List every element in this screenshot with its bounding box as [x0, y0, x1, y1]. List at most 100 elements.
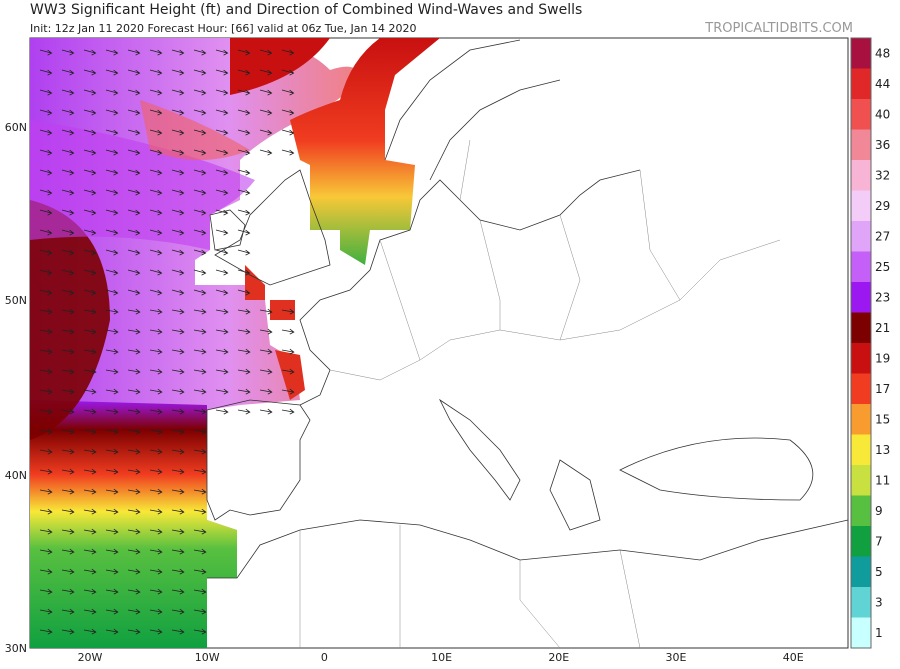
wave-arrow [215, 69, 229, 76]
wave-arrow [171, 628, 185, 635]
wave-arrow [149, 588, 163, 595]
colorbar-label: 40 [875, 107, 890, 121]
wave-arrow [149, 149, 163, 156]
wave-arrow [193, 488, 207, 495]
wave-arrow [39, 508, 53, 515]
wave-arrow [193, 189, 207, 196]
lon-label: 20W [78, 651, 103, 664]
wave-arrow [193, 608, 207, 615]
wave-arrow [105, 408, 119, 415]
wave-arrow [127, 229, 141, 236]
wave-field [245, 265, 305, 400]
wave-arrow [127, 528, 141, 535]
wave-arrow [127, 89, 141, 96]
wave-arrow [39, 109, 53, 116]
wave-arrow [215, 229, 229, 236]
wave-arrow [171, 69, 185, 76]
wave-arrow [127, 308, 141, 315]
wave-arrow [39, 189, 53, 196]
wave-arrow [281, 348, 295, 355]
wave-arrow [105, 308, 119, 315]
lon-label: 20E [548, 651, 569, 664]
wave-arrow [83, 408, 97, 415]
wave-arrow [149, 368, 163, 375]
wave-arrow [61, 289, 75, 296]
wave-arrow [215, 368, 229, 375]
wave-arrow [149, 249, 163, 256]
colorbar-label: 48 [875, 46, 890, 60]
wave-arrow [171, 508, 185, 515]
wave-arrow [281, 69, 295, 76]
coastline [549, 459, 601, 531]
wave-arrow [149, 289, 163, 296]
wave-arrow [127, 508, 141, 515]
wave-arrow [193, 528, 207, 535]
colorbar-band [851, 221, 871, 252]
wave-arrow [193, 249, 207, 256]
wave-arrow [127, 488, 141, 495]
wave-arrow [105, 388, 119, 395]
wave-arrow [105, 548, 119, 555]
wave-field [230, 38, 330, 95]
wave-arrow [193, 269, 207, 276]
wave-arrow [61, 428, 75, 435]
wave-arrow [61, 448, 75, 455]
colorbar-band [851, 190, 871, 221]
wave-arrow [39, 149, 53, 156]
wave-arrow [237, 348, 251, 355]
colorbar-label: 9 [875, 504, 883, 518]
wave-arrow [149, 49, 163, 56]
wave-arrow [215, 129, 229, 136]
wave-arrow [171, 308, 185, 315]
colorbar-band [851, 129, 871, 160]
wave-arrow [83, 289, 97, 296]
wave-arrow [105, 528, 119, 535]
wave-arrow [171, 568, 185, 575]
wave-arrow [237, 49, 251, 56]
wave-arrow [105, 289, 119, 296]
wave-arrow [193, 49, 207, 56]
wave-arrow [127, 49, 141, 56]
wave-arrow [39, 488, 53, 495]
wave-arrow [127, 109, 141, 116]
wave-arrow [105, 49, 119, 56]
wave-arrow [237, 368, 251, 375]
wave-arrow [215, 408, 229, 415]
wave-arrow [281, 368, 295, 375]
wave-arrow [105, 89, 119, 96]
wave-arrow [149, 129, 163, 136]
wave-arrow [105, 368, 119, 375]
wave-arrow [237, 109, 251, 116]
wave-arrow [105, 269, 119, 276]
wave-arrow [127, 209, 141, 216]
wave-arrow [237, 169, 251, 176]
wave-arrow [105, 568, 119, 575]
wave-arrow [259, 328, 273, 335]
wave-arrow [237, 308, 251, 315]
wave-arrow [39, 528, 53, 535]
lon-label: 0 [321, 651, 328, 664]
wave-arrow [105, 209, 119, 216]
wave-arrow [39, 249, 53, 256]
wave-arrow [61, 608, 75, 615]
wave-arrow [149, 528, 163, 535]
wave-arrow [171, 149, 185, 156]
wave-arrow [127, 149, 141, 156]
wave-arrow [171, 408, 185, 415]
wave-arrow [193, 468, 207, 475]
wave-arrow [127, 348, 141, 355]
wave-arrow [127, 628, 141, 635]
coastline [209, 209, 246, 251]
wave-arrow [171, 328, 185, 335]
wave-arrow [83, 229, 97, 236]
subtitle: Init: 12z Jan 11 2020 Forecast Hour: [66… [30, 22, 417, 35]
wave-arrow [171, 209, 185, 216]
coastline [384, 39, 561, 181]
wave-arrow [39, 129, 53, 136]
wave-arrow [149, 388, 163, 395]
colorbar-label: 13 [875, 443, 890, 457]
wave-arrow [281, 388, 295, 395]
wave-arrow [61, 328, 75, 335]
wave-arrow [83, 169, 97, 176]
